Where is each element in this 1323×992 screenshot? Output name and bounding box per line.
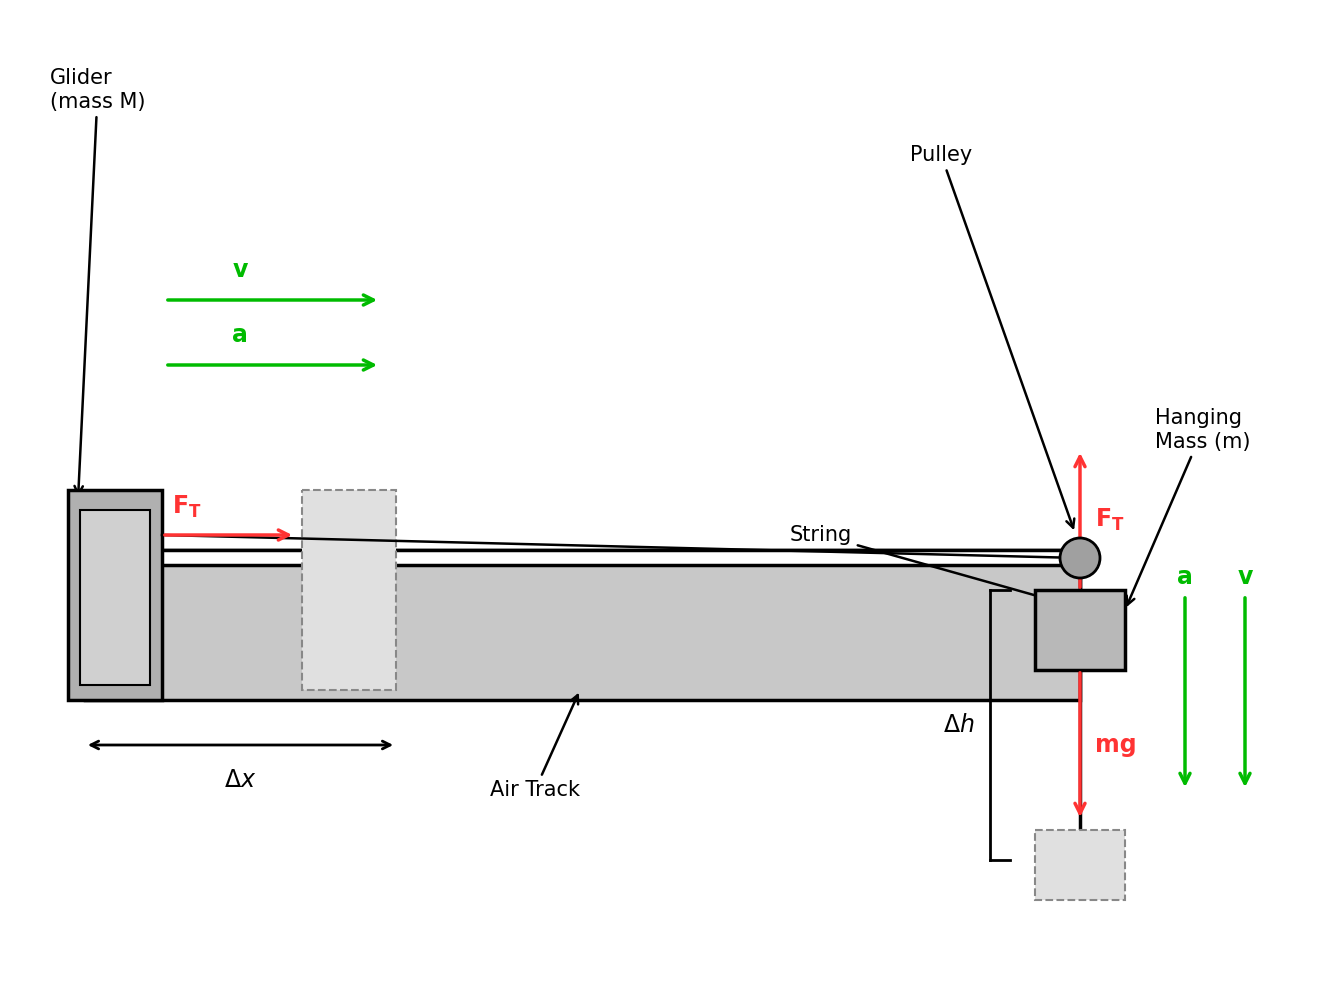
Bar <box>85 550 1080 700</box>
Circle shape <box>1060 538 1099 578</box>
Text: $\mathbf{F_T}$: $\mathbf{F_T}$ <box>1095 507 1125 533</box>
Bar <box>302 490 396 690</box>
Bar <box>79 510 149 685</box>
Bar <box>85 550 1080 565</box>
Text: v: v <box>233 258 247 282</box>
Text: $\Delta x$: $\Delta x$ <box>224 768 257 792</box>
Text: $\Delta h$: $\Delta h$ <box>943 713 975 737</box>
Bar <box>1035 830 1125 900</box>
Text: a: a <box>1177 565 1193 589</box>
Text: Glider
(mass M): Glider (mass M) <box>50 68 146 494</box>
Text: v: v <box>1237 565 1253 589</box>
Bar <box>67 490 161 700</box>
Bar <box>1035 590 1125 670</box>
Text: Pulley: Pulley <box>910 145 1074 528</box>
Text: a: a <box>233 323 249 347</box>
Text: mg: mg <box>1095 733 1136 757</box>
Text: Air Track: Air Track <box>490 695 579 800</box>
Text: $\mathbf{F_T}$: $\mathbf{F_T}$ <box>172 494 201 520</box>
Text: String: String <box>790 525 1074 608</box>
Text: Hanging
Mass (m): Hanging Mass (m) <box>1127 409 1250 605</box>
